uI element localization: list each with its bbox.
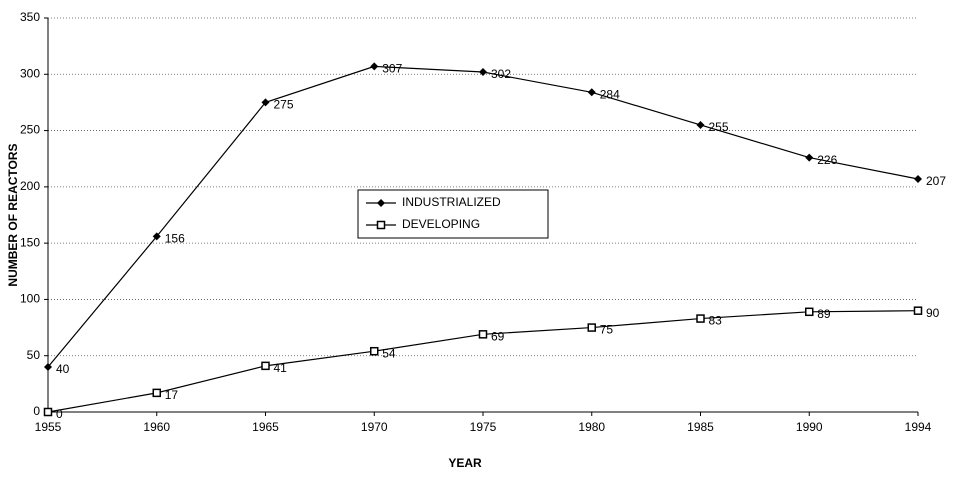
marker [261, 98, 270, 107]
marker [152, 232, 161, 241]
data-label: 54 [382, 346, 396, 360]
marker [587, 323, 596, 332]
x-tick-label: 1985 [687, 420, 714, 434]
x-tick-label: 1955 [35, 420, 62, 434]
y-tick-label: 250 [20, 123, 40, 137]
marker [43, 407, 53, 417]
marker [44, 362, 52, 371]
marker [696, 120, 705, 129]
x-tick-label: 1975 [470, 420, 497, 434]
x-tick-label: 1980 [578, 420, 605, 434]
y-tick-label: 200 [20, 179, 40, 193]
legend-label: DEVELOPING [402, 217, 480, 231]
y-tick-label: 0 [33, 404, 40, 418]
marker [376, 220, 386, 230]
legend-label: INDUSTRIALIZED [402, 195, 501, 209]
data-label: 307 [382, 62, 402, 76]
marker [377, 199, 385, 207]
marker [370, 62, 379, 71]
y-tick-label: 50 [27, 348, 41, 362]
y-axis-label: NUMBER OF REACTORS [6, 143, 20, 286]
marker [805, 307, 814, 317]
marker [587, 88, 596, 97]
x-tick-label: 1960 [143, 420, 170, 434]
data-label: 90 [926, 306, 940, 320]
marker [913, 306, 923, 315]
x-tick-label: 1965 [252, 420, 279, 434]
data-label: 275 [274, 98, 294, 112]
legend-box [357, 189, 549, 239]
data-label: 41 [274, 361, 288, 375]
data-label: 0 [56, 407, 63, 421]
series-line [47, 310, 919, 413]
data-label: 40 [56, 362, 70, 376]
marker [696, 314, 705, 323]
data-label: 255 [709, 120, 729, 134]
marker [805, 153, 814, 162]
y-tick-label: 100 [20, 292, 40, 306]
marker [261, 361, 270, 371]
data-label: 302 [491, 67, 511, 81]
data-label: 83 [709, 314, 723, 328]
y-tick-label: 350 [20, 10, 40, 24]
x-tick-label: 1990 [796, 420, 823, 434]
y-tick-label: 300 [20, 66, 40, 80]
marker [478, 330, 488, 339]
data-label: 156 [165, 232, 185, 246]
data-label: 207 [926, 174, 946, 188]
data-label: 17 [165, 388, 179, 402]
x-tick-label: 1994 [905, 420, 932, 434]
marker [914, 174, 922, 183]
data-label: 75 [600, 323, 614, 337]
data-label: 226 [817, 153, 837, 167]
data-label: 284 [600, 87, 620, 101]
marker [479, 68, 487, 77]
y-tick-label: 150 [20, 235, 40, 249]
marker [370, 346, 379, 356]
legend: INDUSTRIALIZED DEVELOPING [357, 189, 549, 239]
data-label: 89 [817, 307, 831, 321]
marker [152, 388, 161, 398]
data-label: 69 [491, 329, 505, 343]
x-axis-label: YEAR [448, 456, 482, 470]
x-tick-label: 1970 [361, 420, 388, 434]
